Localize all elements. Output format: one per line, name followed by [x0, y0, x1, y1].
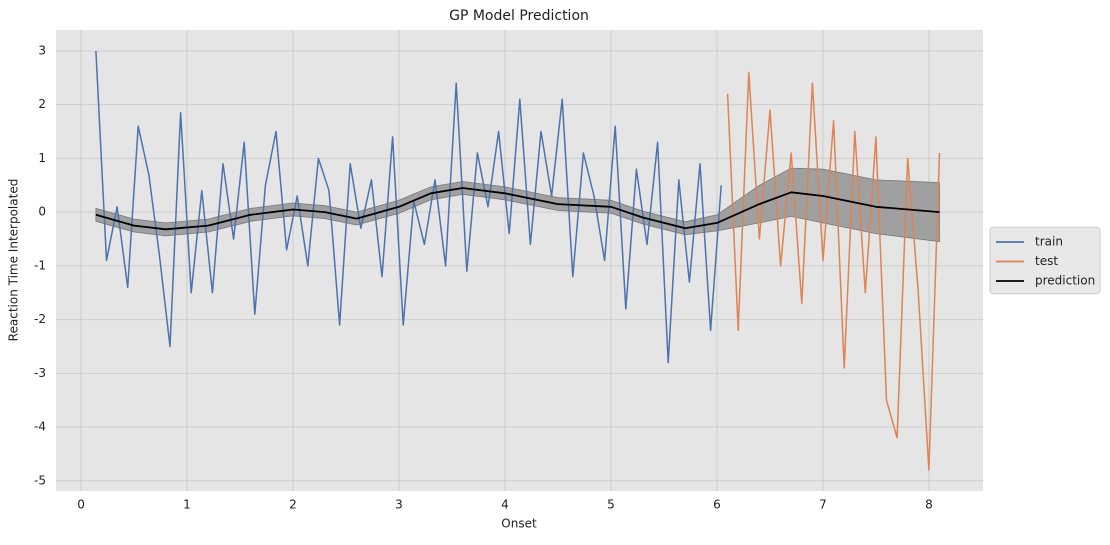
y-tick-label: -2: [34, 312, 46, 326]
confidence-band: [95, 167, 940, 243]
x-tick-label: 0: [77, 498, 85, 512]
legend-box: [989, 226, 1101, 295]
legend-label: prediction: [1035, 274, 1095, 288]
y-tick-label: -5: [34, 473, 46, 487]
y-tick-label: 2: [38, 97, 46, 111]
x-tick-label: 2: [289, 498, 297, 512]
y-tick-label: -4: [34, 420, 46, 434]
y-tick-label: 1: [38, 151, 46, 165]
y-tick-label: -1: [34, 258, 46, 272]
chart-title: GP Model Prediction: [449, 8, 589, 24]
y-tick-label: -3: [34, 366, 46, 380]
x-axis-label: Onset: [501, 517, 537, 531]
x-tick-label: 6: [713, 498, 721, 512]
legend-label: train: [1035, 235, 1063, 249]
x-tick-label: 4: [501, 498, 509, 512]
x-tick-label: 3: [395, 498, 403, 512]
x-tick-label: 7: [819, 498, 827, 512]
series-line: [95, 187, 940, 231]
series-line: [726, 71, 941, 471]
x-tick-label: 1: [183, 498, 191, 512]
y-tick-label: 3: [38, 43, 46, 57]
y-tick-label: 0: [38, 205, 46, 219]
legend: train test prediction: [989, 226, 1101, 295]
series-line: [95, 50, 722, 364]
x-tick-label: 5: [607, 498, 615, 512]
x-tick-label: 8: [925, 498, 933, 512]
legend-label: test: [1035, 254, 1058, 268]
y-axis-label: Reaction Time Interpolated: [7, 179, 21, 342]
